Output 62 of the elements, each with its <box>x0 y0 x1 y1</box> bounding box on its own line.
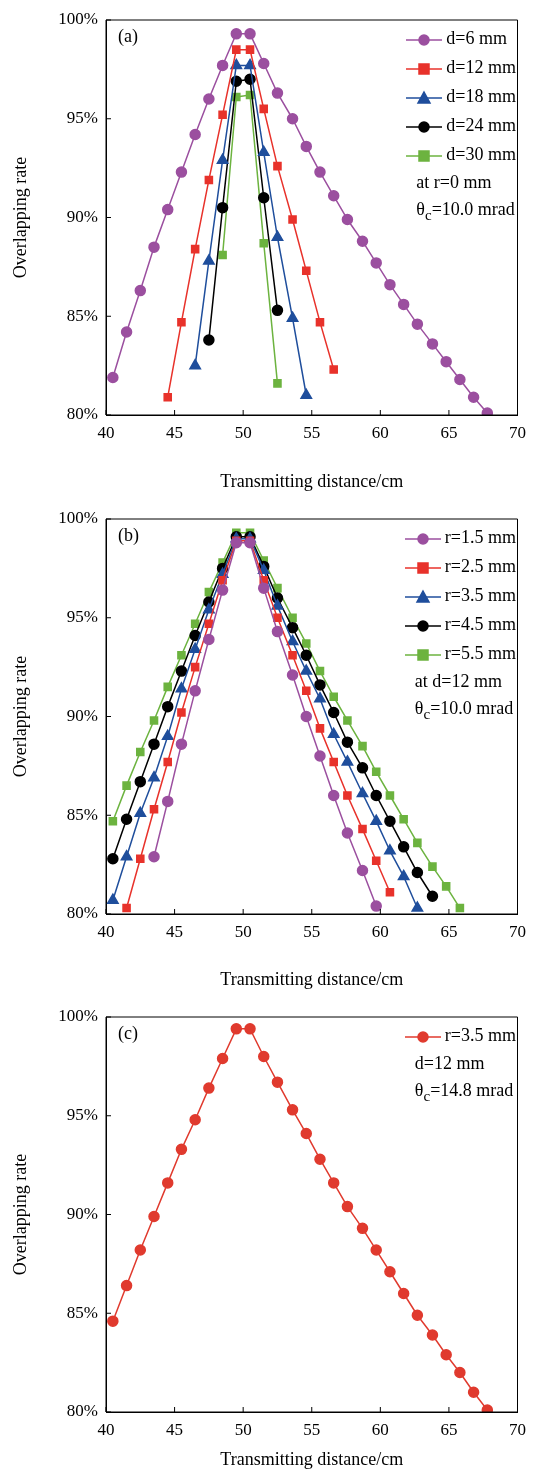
y-tick-label: 100% <box>58 1006 98 1026</box>
y-axis-title: Overlapping rate <box>9 1153 30 1276</box>
annotation: θ$_{c}$=14.8 mrad <box>413 1079 515 1106</box>
y-tick-label: 80% <box>66 1401 98 1421</box>
legend-label: r=3.5 mm <box>444 1025 516 1045</box>
y-tick-label: 95% <box>66 1105 98 1125</box>
legend-label: d=24 mm <box>446 115 516 135</box>
legend-label: r=5.5 mm <box>444 643 516 663</box>
y-tick-label: 90% <box>66 705 98 725</box>
legend-label: d=12 mm <box>446 57 516 77</box>
annotation: θ$_{c}$=10.0 mrad <box>413 697 515 724</box>
x-tick-label: 40 <box>97 921 115 941</box>
legend-label: d=6 mm <box>446 28 507 48</box>
legend-label: d=18 mm <box>446 86 516 106</box>
x-tick-label: 65 <box>440 921 458 941</box>
legend-label: r=4.5 mm <box>444 614 516 634</box>
x-tick-label: 55 <box>303 921 321 941</box>
x-axis-title: Transmitting distance/cm <box>220 470 404 491</box>
annotation: (b) <box>118 525 139 546</box>
y-tick-label: 95% <box>66 607 98 627</box>
y-tick-label: 80% <box>66 404 98 424</box>
x-tick-label: 40 <box>97 1419 115 1439</box>
legend-label: r=1.5 mm <box>444 527 516 547</box>
legend-label: r=2.5 mm <box>444 556 516 576</box>
legend-label: r=3.5 mm <box>444 585 516 605</box>
x-tick-label: 60 <box>371 1419 389 1439</box>
x-axis-title: Transmitting distance/cm <box>220 968 404 989</box>
annotation: at r=0 mm <box>415 171 493 194</box>
x-axis-title: Transmitting distance/cm <box>220 1448 404 1469</box>
annotation: d=12 mm <box>413 1052 486 1075</box>
legend-label: d=30 mm <box>446 144 516 164</box>
y-tick-label: 80% <box>66 903 98 923</box>
x-tick-label: 60 <box>371 422 389 442</box>
y-axis-title: Overlapping rate <box>9 655 30 778</box>
x-tick-label: 50 <box>234 422 252 442</box>
y-tick-label: 95% <box>66 108 98 128</box>
x-tick-label: 45 <box>166 422 184 442</box>
annotation: at d=12 mm <box>413 670 503 693</box>
y-tick-label: 85% <box>66 804 98 824</box>
x-tick-label: 55 <box>303 1419 321 1439</box>
annotation: θ$_{c}$=10.0 mrad <box>415 198 516 225</box>
x-tick-label: 60 <box>371 921 389 941</box>
x-tick-label: 50 <box>234 1419 252 1439</box>
y-tick-label: 85% <box>66 1302 98 1322</box>
y-tick-label: 100% <box>58 508 98 528</box>
x-tick-label: 45 <box>166 921 184 941</box>
x-tick-label: 65 <box>440 1419 458 1439</box>
annotation: (c) <box>118 1023 138 1044</box>
x-tick-label: 55 <box>303 422 321 442</box>
x-tick-label: 70 <box>509 921 526 941</box>
x-tick-label: 65 <box>440 422 458 442</box>
x-tick-label: 70 <box>509 422 526 442</box>
x-tick-label: 70 <box>509 1419 526 1439</box>
annotation: (a) <box>118 26 138 47</box>
y-tick-label: 85% <box>66 305 98 325</box>
x-tick-label: 40 <box>97 422 115 442</box>
y-axis-title: Overlapping rate <box>9 156 30 279</box>
y-tick-label: 100% <box>58 9 98 29</box>
x-tick-label: 45 <box>166 1419 184 1439</box>
y-tick-label: 90% <box>66 206 98 226</box>
y-tick-label: 90% <box>66 1203 98 1223</box>
x-tick-label: 50 <box>234 921 252 941</box>
